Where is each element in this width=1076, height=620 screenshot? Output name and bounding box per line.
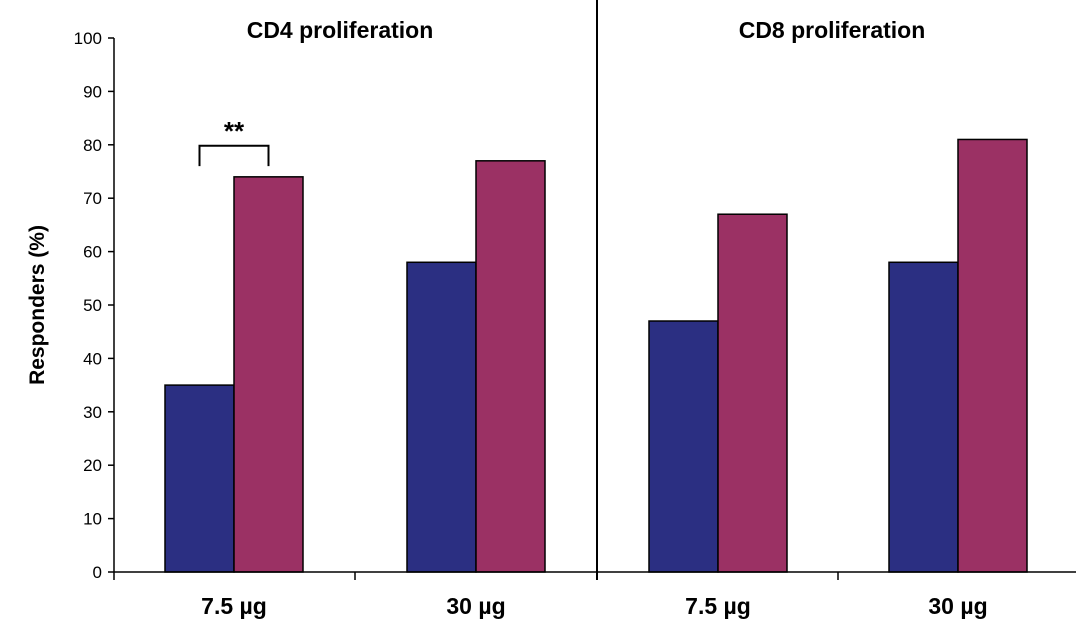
y-axis: 0 10 20 30 40 50 60 70 80 90 100 — [74, 29, 115, 582]
bar-p0-c0-s0 — [164, 384, 235, 573]
y-tick-label: 70 — [83, 189, 102, 208]
y-tick-label: 40 — [83, 349, 102, 368]
category-label: 7.5 µg — [685, 593, 751, 619]
bar-p1-c1-s1 — [957, 138, 1028, 573]
bar-p1-c1-s0 — [888, 261, 959, 573]
y-tick-label: 50 — [83, 296, 102, 315]
significance-bracket — [198, 144, 270, 167]
y-tick-label: 30 — [83, 403, 102, 422]
category-label: 30 µg — [446, 593, 505, 619]
category-label: 30 µg — [928, 593, 987, 619]
panel-title-cd8: CD8 proliferation — [739, 17, 926, 43]
x-axis: 7.5 µg 30 µg 7.5 µg 30 µg — [113, 0, 1076, 619]
bar-p0-c1-s1 — [475, 160, 546, 573]
y-tick-label: 20 — [83, 456, 102, 475]
significance-label: ** — [224, 116, 245, 146]
y-tick-label: 0 — [93, 563, 102, 582]
panel-title-cd4: CD4 proliferation — [247, 17, 434, 43]
bars — [164, 138, 1028, 573]
annotations: ** — [198, 116, 270, 167]
y-tick-label: 80 — [83, 136, 102, 155]
y-axis-label: Responders (%) — [26, 225, 49, 385]
bar-p0-c1-s0 — [406, 261, 477, 573]
bar-p1-c0-s1 — [717, 213, 788, 573]
y-tick-label: 100 — [74, 29, 102, 48]
bar-p1-c0-s0 — [648, 320, 719, 573]
y-tick-label: 60 — [83, 243, 102, 262]
bar-p0-c0-s1 — [233, 176, 304, 573]
category-label: 7.5 µg — [201, 593, 267, 619]
y-tick-label: 90 — [83, 82, 102, 101]
y-tick-label: 10 — [83, 510, 102, 529]
